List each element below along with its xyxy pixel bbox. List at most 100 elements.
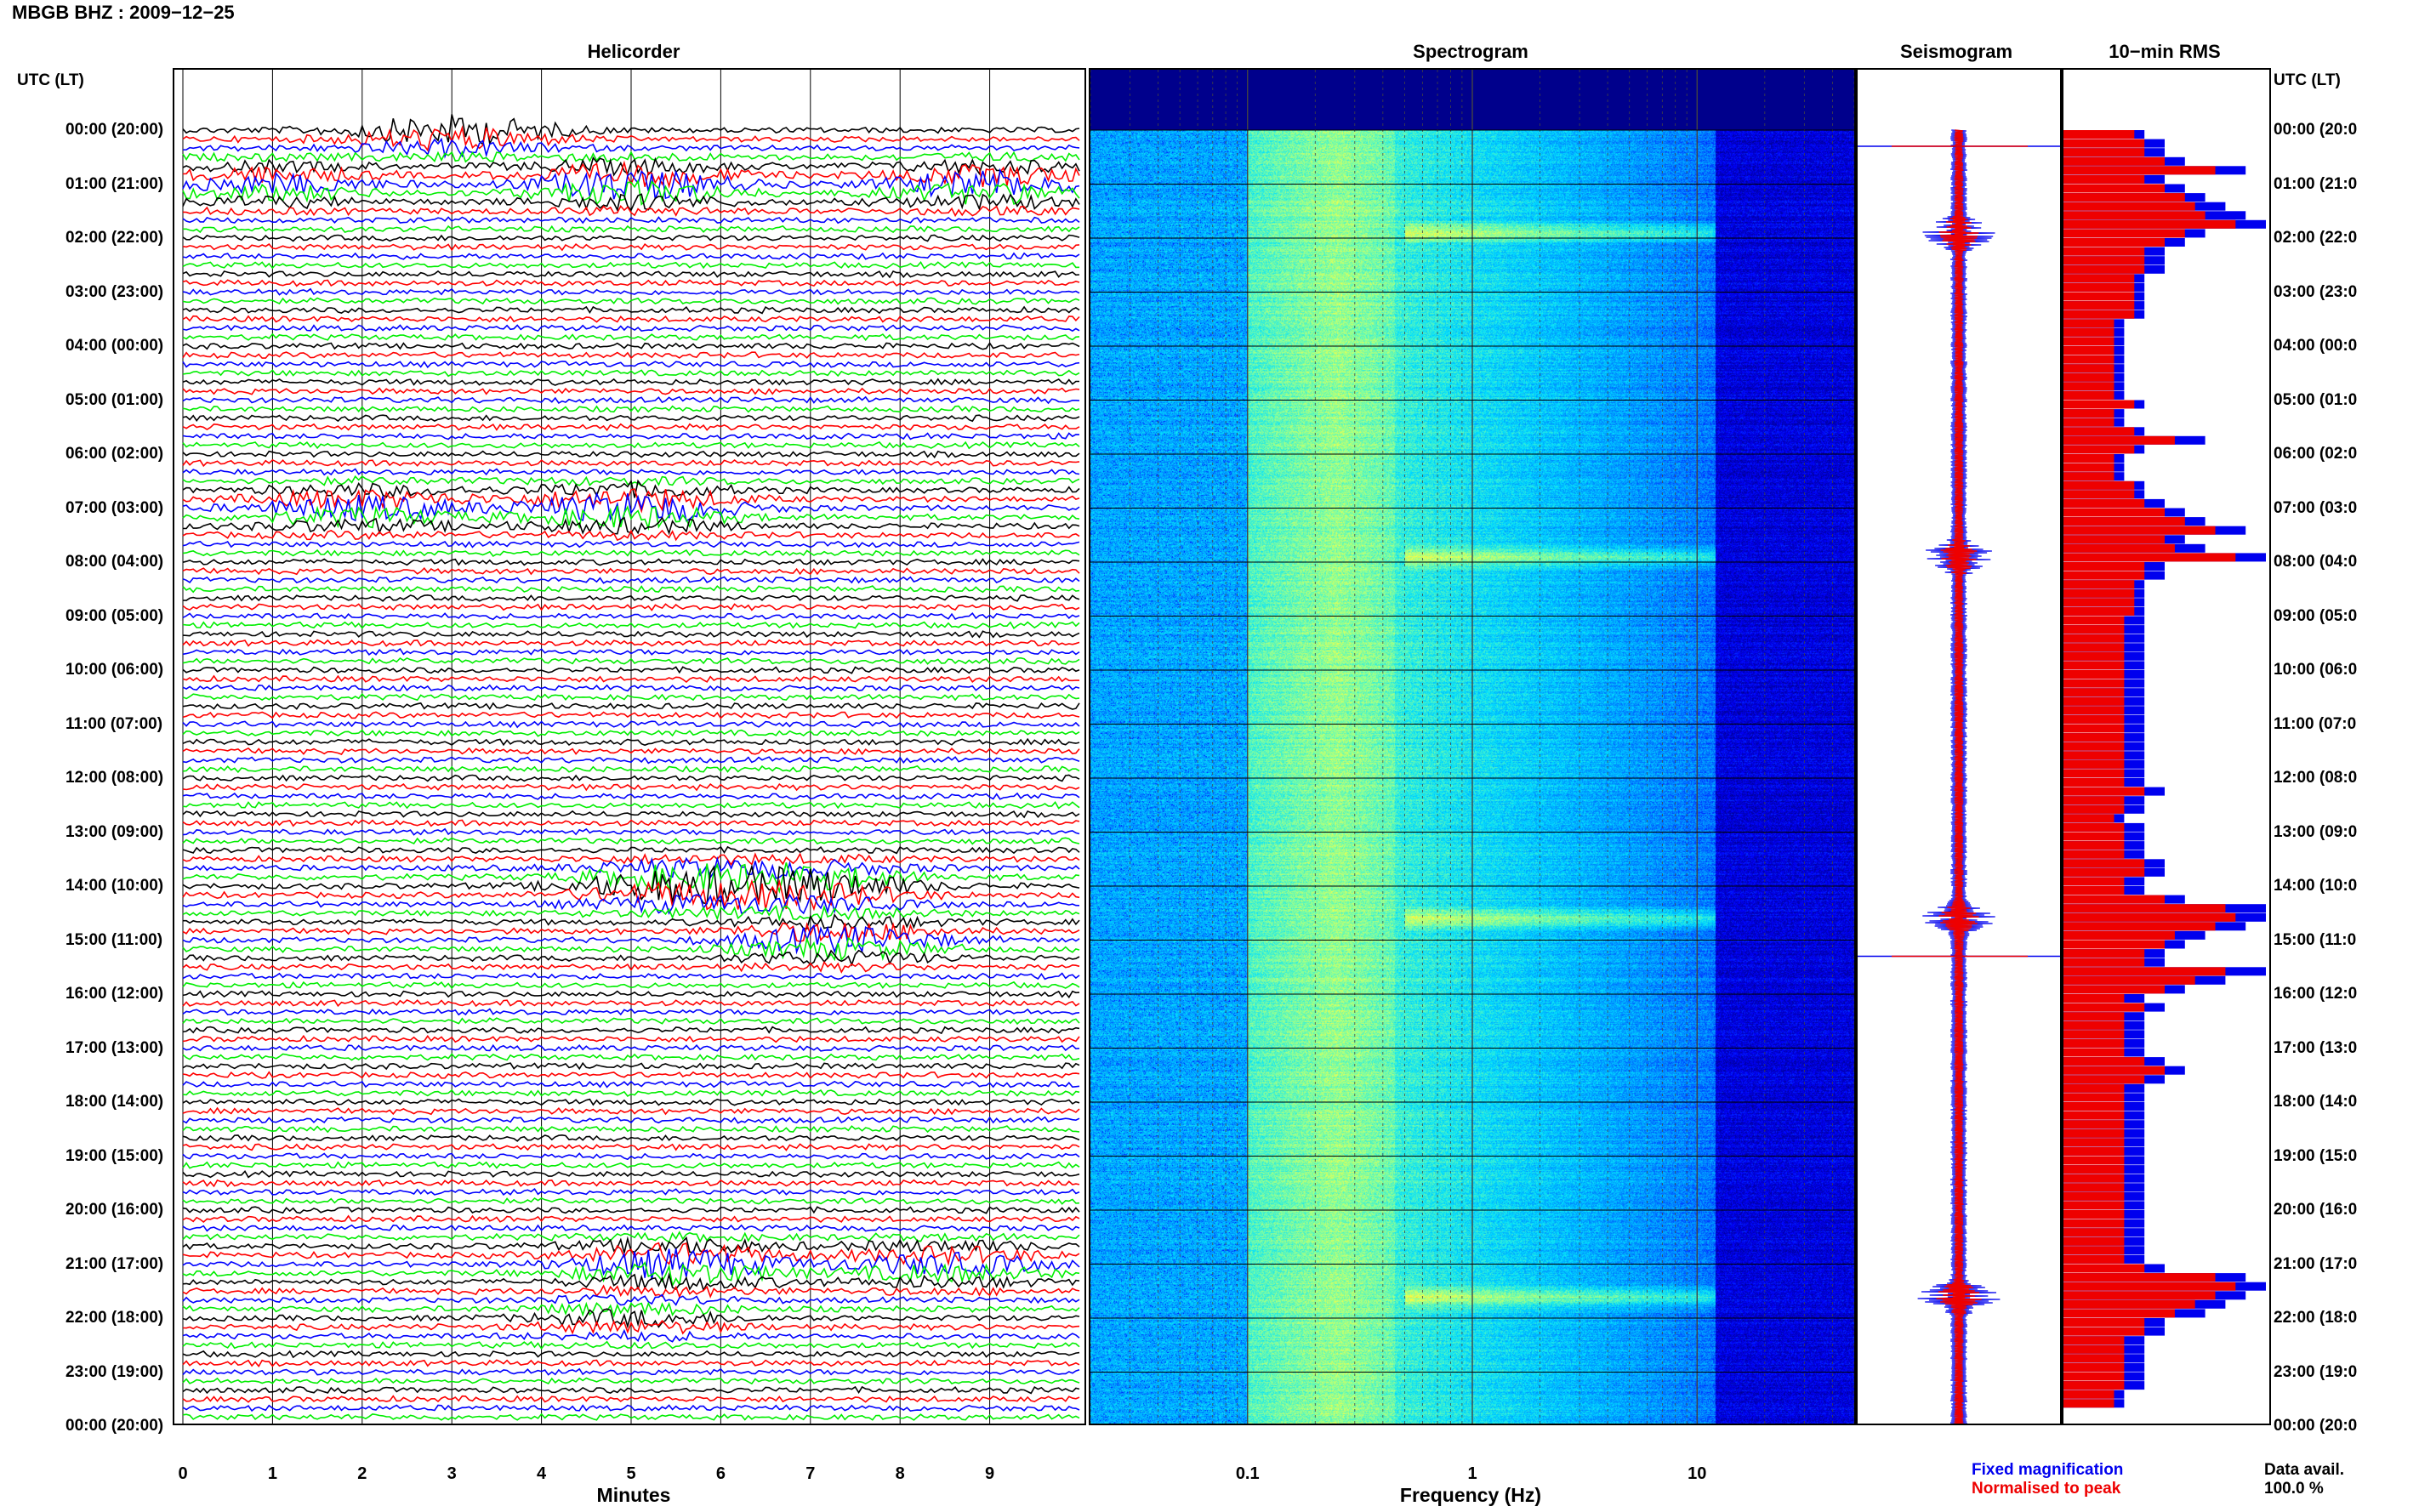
rms-bar-normalised — [2063, 1128, 2125, 1138]
helicorder-trace — [182, 1206, 1080, 1214]
legend-normalised-to-peak: Normalised to peak — [1972, 1480, 2121, 1498]
helicorder-trace — [182, 621, 1080, 629]
rms-plot — [2063, 130, 2266, 1408]
helicorder-trace — [182, 855, 1080, 879]
time-label-left: 08:00 (04:00) — [65, 553, 164, 571]
rms-bar-normalised — [2063, 814, 2114, 823]
rms-bar-normalised — [2063, 1219, 2125, 1228]
rms-bar-normalised — [2063, 688, 2125, 697]
rms-bar-normalised — [2063, 841, 2125, 850]
rms-bar-normalised — [2063, 346, 2114, 355]
helicorder-trace — [182, 878, 1080, 912]
time-label-left: 16:00 (12:00) — [65, 985, 164, 1003]
time-label-left: 20:00 (16:00) — [65, 1201, 164, 1219]
helicorder-trace — [182, 179, 1080, 206]
helicorder-trace — [182, 270, 1080, 279]
rms-bar-normalised — [2063, 1236, 2125, 1246]
rms-bar-normalised — [2063, 940, 2165, 949]
helicorder-trace — [182, 810, 1080, 819]
rms-bar-normalised — [2063, 264, 2145, 274]
helicorder-trace — [182, 737, 1080, 747]
helicorder-trace — [182, 1413, 1080, 1421]
time-label-left: 19:00 (15:00) — [65, 1146, 164, 1165]
spectrogram-title: Spectrogram — [1413, 41, 1528, 62]
helicorder-trace — [182, 193, 1080, 213]
rms-bar-normalised — [2063, 247, 2145, 256]
helicorder-trace — [182, 1106, 1080, 1116]
helicorder-x-tick: 3 — [447, 1464, 457, 1483]
rms-bar-normalised — [2063, 1038, 2125, 1048]
helicorder-x-label: Minutes — [596, 1484, 671, 1506]
time-label-right: 08:00 (04:0 — [2274, 554, 2358, 571]
rms-bar-normalised — [2063, 390, 2114, 400]
time-label-right: 12:00 (08:0 — [2274, 770, 2358, 787]
rms-bar-normalised — [2063, 778, 2125, 787]
rms-bar-normalised — [2063, 472, 2114, 481]
helicorder-trace — [182, 827, 1080, 836]
time-label-right: 02:00 (22:0 — [2274, 230, 2358, 247]
rms-bar-normalised — [2063, 571, 2145, 580]
rms-bar-normalised — [2063, 985, 2165, 994]
helicorder-trace — [182, 949, 1080, 967]
helicorder-trace — [182, 1116, 1080, 1124]
helicorder-trace — [182, 1061, 1080, 1071]
helicorder-trace — [182, 1080, 1080, 1089]
rms-bar-normalised — [2063, 292, 2135, 301]
rms-bar-normalised — [2063, 930, 2175, 940]
rms-bar-normalised — [2063, 535, 2165, 544]
helicorder-x-tick: 2 — [357, 1464, 367, 1483]
helicorder-trace — [182, 168, 1080, 200]
utc-label-left: UTC (LT) — [17, 71, 84, 89]
rms-bar-normalised — [2063, 1156, 2125, 1165]
time-label-right: 01:00 (21:0 — [2274, 175, 2358, 193]
rms-bar-normalised — [2063, 1048, 2125, 1057]
rms-bar-normalised — [2063, 759, 2125, 769]
rms-bar-normalised — [2063, 616, 2125, 625]
helicorder-trace — [182, 1308, 1080, 1329]
rms-bar-normalised — [2063, 975, 2195, 985]
helicorder-trace — [182, 998, 1080, 1008]
helicorder-trace — [182, 893, 1080, 915]
helicorder-trace — [182, 1098, 1080, 1106]
rms-bar-normalised — [2063, 804, 2125, 814]
helicorder-trace — [182, 287, 1080, 296]
helicorder-trace — [183, 225, 1080, 234]
rms-bar-normalised — [2063, 1309, 2175, 1318]
helicorder-trace — [182, 160, 1080, 189]
rms-bar-normalised — [2063, 445, 2135, 454]
helicorder-trace — [182, 603, 1080, 611]
rms-bar-normalised — [2063, 651, 2125, 661]
rms-bar-normalised — [2063, 895, 2165, 904]
helicorder-trace — [182, 252, 1080, 260]
helicorder-trace — [182, 792, 1080, 800]
time-label-left: 10:00 (06:00) — [65, 661, 164, 679]
helicorder-trace — [182, 1231, 1080, 1243]
rms-bar-normalised — [2063, 418, 2114, 427]
helicorder-trace — [182, 234, 1080, 242]
helicorder-x-tick: 7 — [805, 1464, 816, 1483]
helicorder-trace — [182, 904, 1080, 922]
seismogram-panel — [1856, 68, 2062, 1425]
helicorder-trace — [182, 639, 1080, 647]
helicorder-title: Helicorder — [587, 41, 680, 62]
helicorder-trace — [182, 1125, 1080, 1134]
rms-bar-normalised — [2063, 706, 2125, 715]
rms-bar-normalised — [2063, 832, 2125, 841]
spectrogram-x-tick: 0.1 — [1235, 1464, 1260, 1483]
time-label-right: 00:00 (20:0 — [2274, 1418, 2358, 1435]
time-label-left: 03:00 (23:00) — [65, 282, 164, 301]
helicorder-trace — [182, 361, 1080, 369]
rms-bar-normalised — [2063, 1372, 2125, 1381]
rms-bar-normalised — [2063, 949, 2145, 958]
helicorder-trace — [182, 529, 1080, 542]
helicorder-trace — [182, 922, 1080, 943]
helicorder-trace — [182, 1367, 1080, 1376]
rms-bar-normalised — [2063, 1191, 2125, 1201]
rms-bar-normalised — [2063, 382, 2114, 391]
rms-bar-normalised — [2063, 634, 2125, 643]
rms-bar-normalised — [2063, 1354, 2125, 1363]
helicorder-trace — [183, 912, 1080, 929]
helicorder-trace — [182, 1271, 1080, 1293]
utc-label-right: UTC (LT) — [2274, 71, 2341, 89]
helicorder-trace — [182, 351, 1080, 360]
